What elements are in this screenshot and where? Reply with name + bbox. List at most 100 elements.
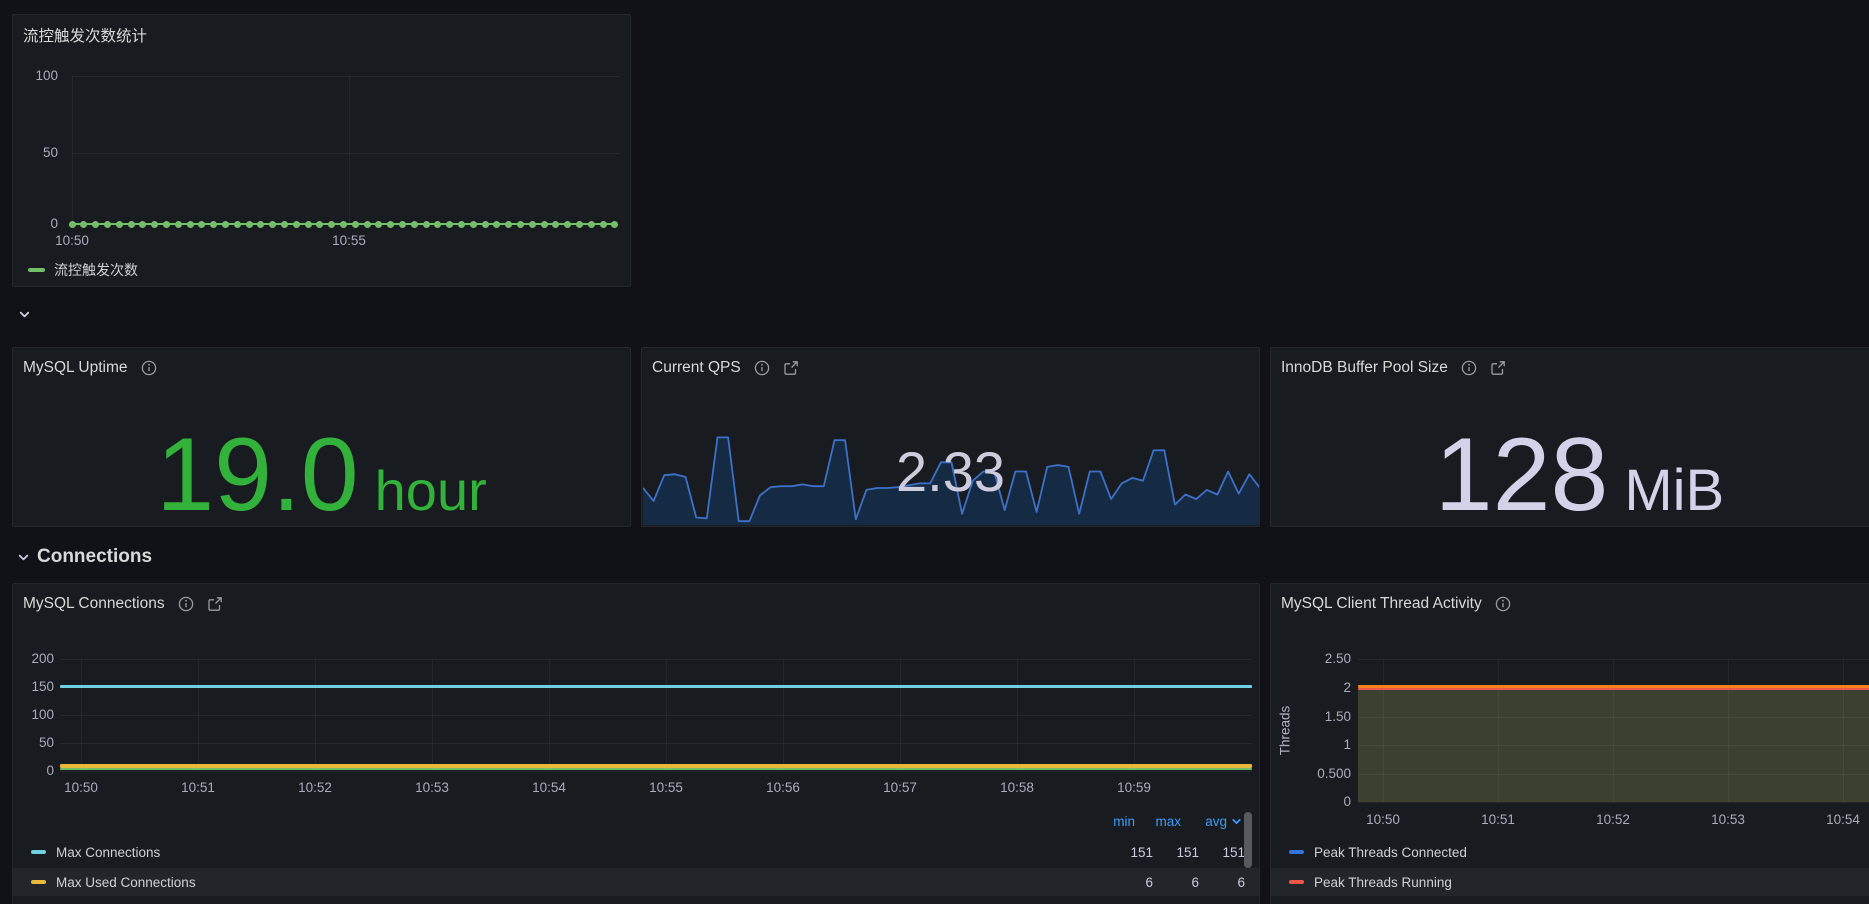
legend-sort-avg[interactable]: avg xyxy=(1181,814,1227,829)
legend-avg-value: 6 xyxy=(1199,875,1245,890)
x-tick-label: 10:58 xyxy=(1000,780,1034,795)
panel-current-qps: Current QPS 2.33 xyxy=(641,347,1260,527)
flow-series-point xyxy=(375,221,382,228)
y-tick-label: 50 xyxy=(13,145,58,161)
y-tick-label: 150 xyxy=(13,679,54,695)
flow-series-point xyxy=(128,221,135,228)
x-tick-label: 10:54 xyxy=(532,780,566,795)
panel-title[interactable]: MySQL Uptime xyxy=(23,359,128,377)
legend-label: Peak Threads Running xyxy=(1314,875,1869,890)
panel-header: Current QPS xyxy=(642,348,1259,382)
x-tick-label: 10:54 xyxy=(1826,812,1860,827)
y-tick-label: 0.500 xyxy=(1299,766,1351,782)
grid-line xyxy=(81,659,82,771)
flow-series-point xyxy=(175,221,182,228)
x-tick-label: 10:53 xyxy=(415,780,449,795)
flow-series-point xyxy=(588,221,595,228)
legend-marker[interactable] xyxy=(31,850,46,854)
legend-row[interactable]: Peak Threads Connected xyxy=(1271,838,1869,866)
legend-item[interactable]: 流控触发次数 xyxy=(28,260,138,280)
flow-series-point xyxy=(352,221,359,228)
peak-threads-running-line xyxy=(1358,688,1869,690)
legend-sort-min[interactable]: min xyxy=(1089,814,1135,829)
grid-line xyxy=(72,153,620,154)
panel-header: MySQL Uptime xyxy=(13,348,630,382)
flow-series-point xyxy=(411,221,418,228)
legend-marker[interactable] xyxy=(1289,850,1304,854)
stat-unit: MiB xyxy=(1624,462,1724,520)
flow-series-point xyxy=(293,221,300,228)
grid-line xyxy=(198,659,199,771)
grid-line xyxy=(1134,659,1135,771)
grid-line xyxy=(315,659,316,771)
info-icon[interactable] xyxy=(1461,360,1477,376)
legend-sort-header: min max avg xyxy=(1089,814,1243,829)
legend-row[interactable]: Peak Threads Running xyxy=(1271,868,1869,896)
legend-label: Max Connections xyxy=(56,845,1107,860)
flow-series-point xyxy=(564,221,571,228)
panel-flow-control-stats: 流控触发次数统计 10050010:5010:55 流控触发次数 xyxy=(12,14,631,287)
flow-series-point xyxy=(210,221,217,228)
legend-marker[interactable] xyxy=(1289,880,1304,884)
flow-series-point xyxy=(399,221,406,228)
info-icon[interactable] xyxy=(141,360,157,376)
legend-sort-max[interactable]: max xyxy=(1135,814,1181,829)
panel-thread-activity: MySQL Client Thread Activity Threads 2.5… xyxy=(1270,583,1869,904)
flow-series-point xyxy=(493,221,500,228)
max-used-connections-line xyxy=(60,764,1252,768)
x-tick-label: 10:55 xyxy=(649,780,683,795)
stat-value: 19.0 xyxy=(156,423,358,527)
flow-series-point xyxy=(69,221,76,228)
grid-line xyxy=(60,743,1252,744)
x-tick-label: 10:57 xyxy=(883,780,917,795)
x-tick-label: 10:53 xyxy=(1711,812,1745,827)
row-toggle-collapsed[interactable] xyxy=(17,307,32,322)
grid-line xyxy=(1383,659,1384,802)
flow-series-point xyxy=(423,221,430,228)
legend-marker xyxy=(28,268,45,273)
stat-value: 128 xyxy=(1435,423,1609,527)
grid-line xyxy=(1613,659,1614,802)
grid-line xyxy=(783,659,784,771)
y-tick-label: 0 xyxy=(13,763,54,779)
flow-series-point xyxy=(269,221,276,228)
flow-series-point xyxy=(316,221,323,228)
flow-series-point xyxy=(364,221,371,228)
grid-line xyxy=(72,76,620,77)
flow-series-point xyxy=(470,221,477,228)
y-tick-label: 200 xyxy=(13,651,54,667)
panel-title[interactable]: InnoDB Buffer Pool Size xyxy=(1281,359,1448,377)
grid-line xyxy=(1017,659,1018,771)
grid-line xyxy=(1498,659,1499,802)
row-toggle-connections[interactable]: Connections xyxy=(16,546,152,568)
panel-title[interactable]: Current QPS xyxy=(652,359,741,377)
y-tick-label: 100 xyxy=(13,707,54,723)
legend-marker[interactable] xyxy=(31,880,46,884)
stat-value: 2.33 xyxy=(896,444,1005,500)
flow-series-point xyxy=(611,221,618,228)
flow-series-point xyxy=(116,221,123,228)
flow-series-point xyxy=(234,221,241,228)
flow-series-point xyxy=(387,221,394,228)
stat-value-group: 2.33 xyxy=(642,444,1259,500)
grid-line xyxy=(1358,802,1869,803)
legend-row[interactable]: Max Used Connections666 xyxy=(13,868,1260,896)
flow-series-point xyxy=(434,221,441,228)
panel-header: InnoDB Buffer Pool Size xyxy=(1271,348,1869,382)
flow-series-point xyxy=(281,221,288,228)
external-link-icon[interactable] xyxy=(783,360,799,376)
flow-series-point xyxy=(446,221,453,228)
grafana-dashboard: 流控触发次数统计 10050010:5010:55 流控触发次数 MySQL U… xyxy=(0,0,1869,904)
flow-series-point xyxy=(187,221,194,228)
grid-line xyxy=(349,76,350,224)
legend-row[interactable]: Max Connections151151151 xyxy=(13,838,1260,866)
flow-series-point xyxy=(198,221,205,228)
row-title: Connections xyxy=(37,546,152,568)
legend-scrollbar-thumb[interactable] xyxy=(1244,812,1252,868)
x-tick-label: 10:52 xyxy=(1596,812,1630,827)
info-icon[interactable] xyxy=(754,360,770,376)
grid-line xyxy=(72,76,73,224)
external-link-icon[interactable] xyxy=(1490,360,1506,376)
flow-series-point xyxy=(482,221,489,228)
stat-unit: hour xyxy=(375,463,487,519)
